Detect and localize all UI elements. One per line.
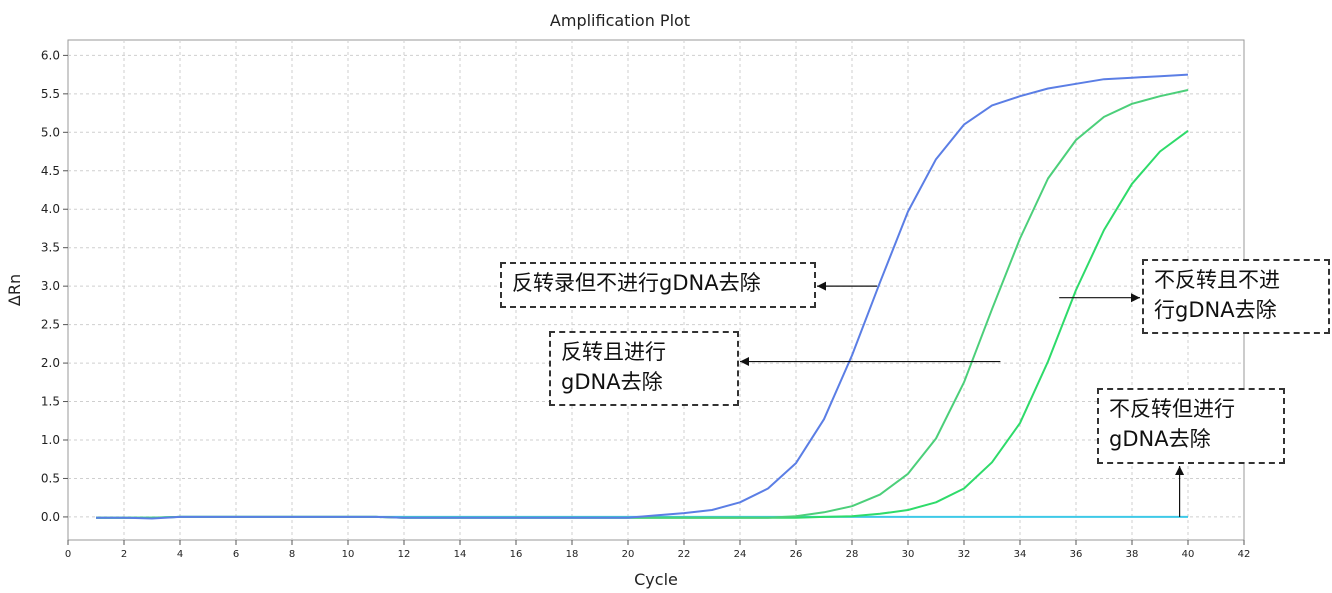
x-tick-label: 38: [1126, 549, 1139, 560]
x-axis-ticks: 0 2 4 6 8 10 12 14 16 18 20 22 24 26 28 30 32 34 36 38 40 42: [65, 540, 1251, 560]
y-tick-label: 1.0: [41, 433, 60, 447]
y-tick-label: 2.0: [41, 356, 60, 370]
x-tick-label: 22: [678, 549, 691, 560]
x-tick-label: 24: [734, 549, 747, 560]
annotation-no-rt-no-gdna-removal: 不反转且不进 行gDNA去除: [1142, 259, 1330, 334]
x-tick-label: 8: [289, 549, 295, 560]
annotation-rt-with-gdna-removal: 反转且进行 gDNA去除: [549, 331, 739, 406]
chart-title: Amplification Plot: [550, 11, 690, 30]
series-lines: [96, 73, 1189, 520]
annotation-line: 反转且进行: [561, 340, 666, 364]
x-tick-label: 28: [846, 549, 859, 560]
x-tick-label: 12: [398, 549, 411, 560]
annotation-rt-no-gdna-removal: 反转录但不进行gDNA去除: [500, 262, 816, 308]
annotation-line: 反转录但不进行gDNA去除: [512, 271, 761, 295]
y-tick-label: 0.5: [41, 471, 60, 485]
x-tick-label: 16: [510, 549, 523, 560]
annotation-arrow-head: [1175, 466, 1185, 475]
y-tick-label: 4.5: [41, 164, 60, 178]
y-axis-title: ΔRn: [5, 274, 24, 306]
annotation-no-rt-with-gdna-removal: 不反转但进行 gDNA去除: [1097, 388, 1285, 464]
x-tick-label: 34: [1014, 549, 1027, 560]
y-axis-ticks: 0.0 0.5 1.0 1.5 2.0 2.5 3.0 3.5 4.0 4.5 5.0 5.5 6.0: [41, 48, 68, 524]
x-tick-label: 26: [790, 549, 803, 560]
y-tick-label: 5.5: [41, 87, 60, 101]
x-tick-label: 4: [177, 549, 183, 560]
y-tick-label: 2.5: [41, 318, 60, 332]
x-tick-label: 14: [454, 549, 467, 560]
y-tick-label: 1.5: [41, 395, 60, 409]
y-tick-label: 3.5: [41, 241, 60, 255]
annotation-line: gDNA去除: [561, 370, 663, 394]
x-tick-label: 32: [958, 549, 971, 560]
x-tick-label: 40: [1182, 549, 1195, 560]
x-tick-label: 42: [1238, 549, 1251, 560]
x-tick-label: 36: [1070, 549, 1083, 560]
annotation-line: gDNA去除: [1109, 427, 1211, 451]
x-tick-label: 6: [233, 549, 239, 560]
annotation-arrows: [740, 281, 1185, 517]
y-tick-label: 0.0: [41, 510, 60, 524]
y-tick-label: 6.0: [41, 48, 60, 62]
x-tick-label: 0: [65, 549, 71, 560]
y-tick-label: 3.0: [41, 279, 60, 293]
x-axis-title: Cycle: [634, 570, 678, 589]
annotation-line: 行gDNA去除: [1154, 298, 1277, 322]
x-tick-label: 2: [121, 549, 127, 560]
y-tick-label: 4.0: [41, 202, 60, 216]
annotation-line: 不反转但进行: [1109, 397, 1235, 421]
annotation-arrow-head: [817, 281, 826, 291]
annotation-line: 不反转且不进: [1154, 268, 1280, 292]
x-tick-label: 20: [622, 549, 635, 560]
annotation-arrow-head: [740, 357, 749, 367]
series-line: [96, 73, 1189, 520]
x-tick-label: 10: [342, 549, 355, 560]
x-tick-label: 18: [566, 549, 579, 560]
annotation-arrow-head: [1131, 293, 1140, 303]
x-tick-label: 30: [902, 549, 915, 560]
y-tick-label: 5.0: [41, 125, 60, 139]
